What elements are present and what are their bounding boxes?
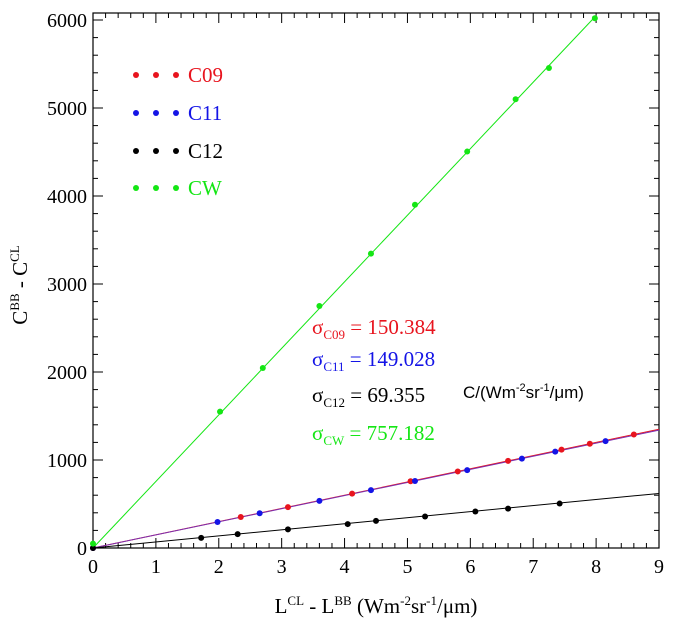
point-c12 bbox=[556, 500, 563, 507]
y-tick-label: 0 bbox=[77, 538, 87, 560]
legend-label-cw: CW bbox=[188, 176, 222, 200]
x-axis-title: LCL - LBB (Wm-2sr-1/μm) bbox=[275, 593, 478, 618]
point-cw bbox=[545, 64, 552, 71]
x-tick-label: 2 bbox=[214, 556, 224, 578]
sigma-annotations: σC09 = 150.384 σC11 = 149.028 σC12 = 69.… bbox=[312, 315, 584, 448]
legend-label-c11: C11 bbox=[188, 101, 222, 125]
plot-frame bbox=[92, 12, 660, 549]
point-cw bbox=[464, 148, 471, 155]
point-c11 bbox=[214, 519, 221, 526]
point-cw bbox=[316, 303, 323, 309]
legend-entry-c11: C11 bbox=[133, 101, 222, 125]
y-axis-title: CBB - CCL bbox=[7, 245, 32, 325]
y-tick-label: 5000 bbox=[47, 98, 87, 120]
point-c09 bbox=[630, 431, 637, 438]
point-c11 bbox=[367, 487, 374, 494]
point-c09 bbox=[454, 468, 461, 475]
point-c12 bbox=[90, 545, 96, 551]
point-cw bbox=[512, 96, 519, 103]
legend-entry-c09: C09 bbox=[133, 63, 223, 87]
point-c12 bbox=[422, 513, 429, 520]
sigma-label-cw: σCW = 757.182 bbox=[312, 421, 435, 448]
legend-label-c09: C09 bbox=[188, 63, 223, 87]
point-c12 bbox=[234, 531, 241, 538]
x-tick-label: 7 bbox=[528, 556, 538, 578]
point-c11 bbox=[316, 497, 323, 504]
x-tick-label: 1 bbox=[151, 556, 161, 578]
point-c09 bbox=[407, 478, 414, 485]
x-tick-label: 4 bbox=[340, 556, 350, 578]
point-cw bbox=[367, 250, 374, 257]
point-cw bbox=[259, 365, 266, 372]
fit-line-c11 bbox=[92, 429, 660, 549]
y-tick-label: 1000 bbox=[47, 450, 87, 472]
fit-line-cw bbox=[92, 15, 597, 549]
sigma-label-c11: σC11 = 149.028 bbox=[312, 347, 435, 374]
sigma-label-c12: σC12 = 69.355 bbox=[312, 383, 425, 410]
point-c12 bbox=[505, 505, 512, 512]
point-c09 bbox=[349, 490, 356, 497]
legend-entry-c12: C12 bbox=[133, 139, 223, 163]
data-points bbox=[90, 15, 637, 551]
y-tick-label: 4000 bbox=[47, 186, 87, 208]
point-c12 bbox=[198, 534, 205, 541]
point-cw bbox=[217, 408, 224, 415]
point-c11 bbox=[602, 438, 609, 445]
point-c09 bbox=[284, 504, 291, 511]
point-c11 bbox=[256, 510, 263, 517]
x-tick-label: 9 bbox=[654, 556, 664, 578]
point-c09 bbox=[237, 514, 244, 521]
y-tick-label: 3000 bbox=[47, 274, 87, 296]
x-tick-label: 3 bbox=[277, 556, 287, 578]
point-cw bbox=[90, 540, 96, 547]
point-c12 bbox=[344, 521, 351, 528]
x-axis: 0 1 2 3 4 5 6 7 8 9 bbox=[88, 13, 664, 578]
x-tick-label: 6 bbox=[465, 556, 475, 578]
point-c11 bbox=[464, 467, 471, 474]
y-tick-label: 6000 bbox=[47, 10, 87, 32]
point-c09 bbox=[586, 440, 593, 447]
legend: C09 C11 C12 CW bbox=[133, 63, 223, 200]
y-axis: 0 1000 2000 3000 4000 5000 6000 bbox=[47, 10, 659, 560]
point-c12 bbox=[472, 508, 479, 515]
point-c09 bbox=[505, 457, 512, 464]
x-tick-label: 8 bbox=[591, 556, 601, 578]
point-c11 bbox=[552, 448, 559, 455]
point-c11 bbox=[518, 455, 525, 462]
point-c12 bbox=[373, 517, 379, 524]
x-tick-label: 0 bbox=[88, 556, 98, 578]
x-tick-label: 5 bbox=[402, 556, 412, 578]
point-c09 bbox=[558, 446, 565, 453]
units-note: C/(Wm-2sr-1/μm) bbox=[463, 382, 584, 402]
legend-entry-cw: CW bbox=[133, 176, 222, 200]
point-cw bbox=[591, 15, 598, 22]
fit-lines bbox=[92, 15, 660, 549]
point-c11 bbox=[411, 477, 418, 484]
point-c12 bbox=[284, 526, 291, 533]
sigma-label-c09: σC09 = 150.384 bbox=[312, 315, 436, 342]
point-cw bbox=[411, 201, 418, 208]
legend-label-c12: C12 bbox=[188, 139, 223, 163]
y-tick-label: 2000 bbox=[47, 362, 87, 384]
